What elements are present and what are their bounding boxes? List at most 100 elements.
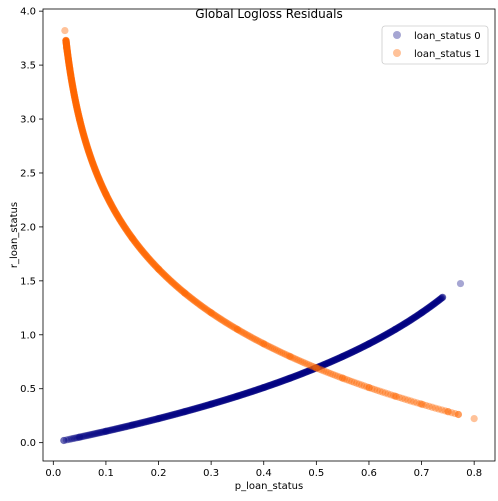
series-1-point bbox=[82, 140, 91, 149]
series-0-point bbox=[120, 423, 128, 431]
series-0-point bbox=[398, 321, 407, 329]
series-1-point bbox=[72, 99, 80, 107]
plot-area-frame bbox=[42, 8, 496, 462]
series-0-point bbox=[179, 408, 187, 416]
series-1-point bbox=[81, 136, 89, 144]
series-0-point bbox=[164, 412, 172, 420]
series-1-point bbox=[276, 348, 284, 356]
series-1-point bbox=[78, 125, 86, 133]
series-1-point bbox=[114, 213, 123, 222]
series-0-point bbox=[355, 345, 363, 353]
series-1-point bbox=[159, 269, 167, 277]
series-0-point bbox=[394, 324, 402, 332]
series-1-point bbox=[103, 193, 111, 201]
series-0-point bbox=[249, 387, 258, 395]
series-1-point bbox=[155, 265, 163, 273]
series-0-point bbox=[393, 324, 401, 332]
series-1-point bbox=[113, 211, 121, 219]
series-1-point bbox=[236, 327, 244, 335]
series-1-point bbox=[87, 155, 95, 163]
series-0-point bbox=[339, 352, 347, 361]
series-1-point bbox=[202, 305, 210, 313]
series-0-point bbox=[277, 377, 285, 386]
series-0-point bbox=[285, 374, 293, 383]
series-1-point bbox=[373, 386, 381, 394]
series-0-point bbox=[189, 405, 197, 413]
series-1-point bbox=[229, 323, 237, 331]
series-1-point bbox=[158, 268, 166, 277]
series-0-point bbox=[388, 327, 396, 336]
series-0-point bbox=[378, 333, 387, 341]
series-0-point bbox=[373, 336, 381, 344]
series-0-point bbox=[190, 405, 198, 413]
series-0-point bbox=[206, 400, 214, 409]
series-1-point bbox=[435, 405, 443, 413]
series-1-point bbox=[338, 374, 346, 382]
series-0-point bbox=[187, 406, 195, 414]
series-1-point bbox=[72, 102, 81, 110]
series-1-point bbox=[194, 299, 202, 307]
series-1-point bbox=[64, 50, 72, 58]
series-0-point bbox=[100, 428, 109, 436]
series-0-point bbox=[166, 412, 174, 420]
series-1-point bbox=[65, 60, 73, 69]
series-1-point bbox=[62, 39, 70, 47]
series-0-point bbox=[436, 296, 444, 304]
series-1-point bbox=[64, 54, 72, 62]
series-0-point bbox=[334, 355, 342, 363]
series-1-point bbox=[66, 66, 74, 74]
series-0-point bbox=[346, 349, 354, 357]
series-0-point bbox=[383, 330, 391, 338]
series-0-point bbox=[325, 358, 333, 367]
series-1-point bbox=[79, 130, 88, 138]
series-0-point bbox=[225, 395, 233, 403]
series-0-point bbox=[223, 395, 231, 403]
series-1-point bbox=[64, 55, 72, 63]
series-1-point bbox=[72, 100, 80, 109]
series-0-point bbox=[349, 347, 358, 356]
series-0-point bbox=[341, 351, 349, 360]
series-1-point bbox=[78, 126, 86, 134]
series-0-point bbox=[406, 316, 414, 324]
legend-box bbox=[381, 25, 489, 65]
series-0-point bbox=[95, 429, 103, 437]
series-0-point bbox=[97, 428, 106, 436]
series-1-point bbox=[124, 228, 132, 236]
series-1-point bbox=[441, 407, 449, 415]
series-0-point bbox=[236, 391, 244, 399]
series-0-point bbox=[342, 351, 350, 359]
series-1-point bbox=[67, 72, 75, 80]
series-1-point bbox=[106, 198, 114, 206]
series-0-point bbox=[122, 423, 130, 431]
series-1-point bbox=[100, 187, 108, 195]
series-1-point bbox=[74, 111, 83, 119]
series-0-point bbox=[186, 406, 194, 414]
series-1-point bbox=[172, 282, 180, 290]
series-1-point bbox=[413, 399, 421, 407]
points-layer bbox=[60, 26, 478, 445]
series-0-point bbox=[250, 387, 258, 395]
series-1-point bbox=[274, 347, 282, 355]
series-1-point bbox=[83, 143, 91, 151]
series-1-point bbox=[105, 197, 114, 206]
series-0-point bbox=[301, 368, 309, 376]
series-0-point bbox=[145, 417, 154, 425]
series-1-point bbox=[77, 121, 85, 129]
series-1-point bbox=[138, 247, 146, 255]
series-1-point bbox=[116, 216, 124, 224]
series-0-point bbox=[222, 396, 230, 404]
series-0-point bbox=[200, 402, 208, 410]
series-0-point bbox=[400, 320, 408, 328]
series-0-point bbox=[67, 435, 76, 443]
series-0-point bbox=[430, 300, 439, 308]
series-0-point bbox=[410, 313, 418, 322]
series-0-point bbox=[339, 352, 347, 360]
series-1-point bbox=[90, 162, 98, 170]
series-1-point bbox=[63, 44, 71, 52]
series-1-point bbox=[269, 344, 277, 352]
series-0-point bbox=[365, 340, 373, 348]
series-0-point bbox=[348, 348, 356, 356]
series-0-point bbox=[309, 365, 317, 373]
series-0-point bbox=[73, 434, 81, 442]
